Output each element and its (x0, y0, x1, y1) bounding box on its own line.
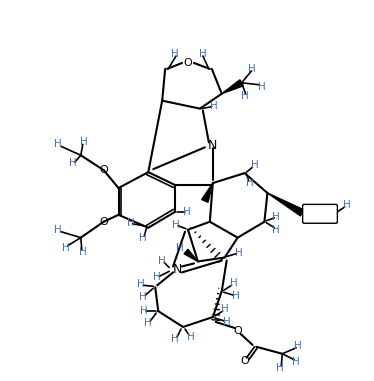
Text: H: H (294, 341, 302, 351)
Text: O: O (240, 356, 249, 366)
Text: H: H (343, 200, 351, 210)
Text: H: H (158, 256, 166, 266)
Text: H: H (235, 248, 242, 258)
Text: H: H (232, 291, 239, 301)
Text: H: H (138, 279, 145, 289)
Text: H: H (272, 225, 280, 235)
Text: H: H (171, 49, 179, 59)
Text: H: H (251, 160, 258, 170)
Text: H: H (144, 318, 152, 328)
Text: H: H (172, 220, 180, 230)
Text: H: H (140, 292, 147, 302)
Text: H: H (276, 363, 284, 373)
Text: H: H (141, 306, 148, 316)
Text: H: H (210, 101, 218, 110)
Text: H: H (223, 317, 231, 327)
Text: N: N (208, 139, 218, 152)
Text: O: O (99, 217, 108, 227)
Text: H: H (69, 158, 77, 168)
Text: H: H (187, 332, 195, 342)
Text: H: H (62, 243, 70, 253)
Text: O: O (99, 165, 108, 175)
Text: H: H (272, 212, 280, 222)
Text: H: H (241, 91, 248, 101)
Text: H: H (199, 49, 207, 59)
Text: H: H (176, 243, 184, 253)
Text: H: H (140, 233, 147, 243)
Text: H: H (246, 178, 254, 188)
Text: H: H (153, 272, 161, 282)
Text: H: H (54, 225, 62, 235)
Polygon shape (222, 80, 243, 94)
Text: O: O (233, 326, 242, 336)
Text: H: H (171, 334, 179, 344)
Text: H: H (258, 82, 265, 92)
Polygon shape (202, 183, 213, 202)
Text: H: H (80, 138, 88, 147)
FancyBboxPatch shape (303, 204, 337, 223)
Text: N: N (172, 263, 182, 276)
Text: H: H (230, 278, 237, 288)
Text: OAc: OAc (309, 209, 329, 219)
Polygon shape (184, 249, 198, 261)
Text: H: H (221, 304, 229, 314)
Text: H: H (248, 64, 255, 74)
Text: H: H (79, 247, 87, 256)
Polygon shape (267, 193, 304, 216)
Text: H: H (126, 218, 134, 228)
Text: H: H (183, 207, 191, 217)
Text: H: H (54, 139, 62, 149)
Text: H: H (292, 357, 300, 367)
Text: O: O (184, 58, 192, 68)
